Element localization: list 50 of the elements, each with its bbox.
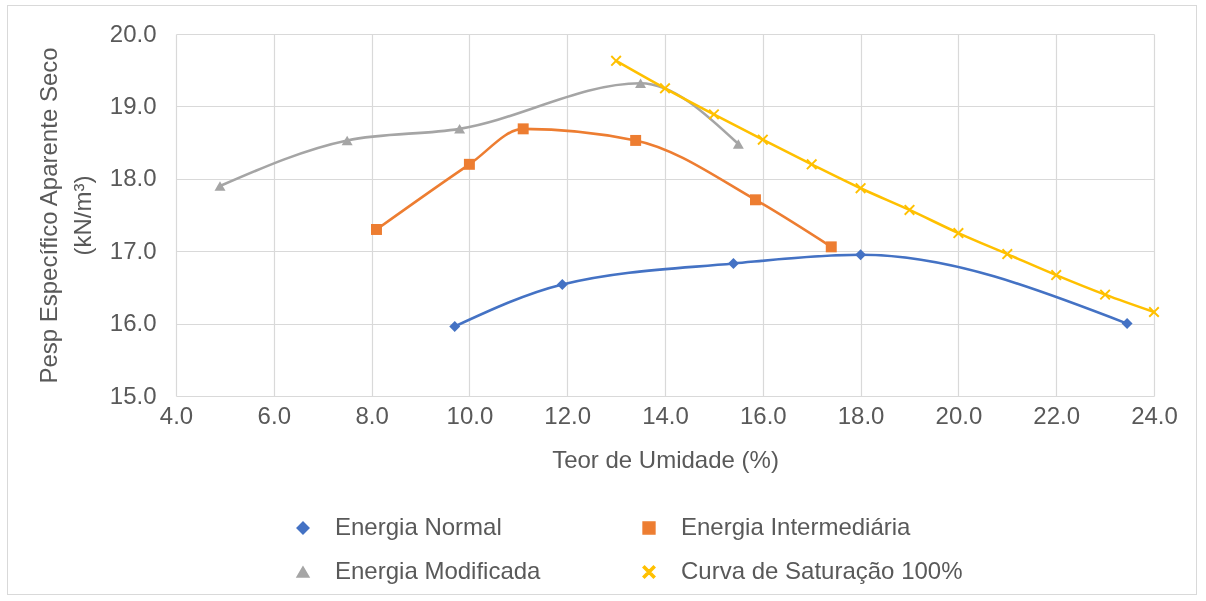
point [556, 279, 568, 290]
point [1099, 289, 1111, 301]
point [463, 158, 475, 170]
point [1148, 306, 1160, 318]
y-tick-label: 20.0 [109, 19, 157, 47]
point [749, 194, 761, 206]
point [371, 224, 382, 235]
y-tick-label: 17.0 [109, 236, 157, 264]
x-tick-label: 14.0 [642, 401, 689, 429]
x-tick-label: 18.0 [837, 401, 885, 429]
point [214, 181, 226, 191]
y-tick-label: 18.0 [109, 164, 157, 192]
point [454, 124, 466, 134]
y-tick-label: 16.0 [109, 309, 157, 337]
x-tick-label: 16.0 [739, 401, 787, 429]
point [855, 182, 867, 194]
point [1121, 318, 1133, 330]
point [610, 55, 622, 67]
point [449, 321, 461, 332]
point [806, 158, 818, 170]
point [1001, 248, 1013, 260]
x-tick-label: 6.0 [257, 401, 291, 429]
legend-label: Curva de Saturação 100% [681, 557, 963, 584]
y-tick-label: 19.0 [109, 91, 157, 119]
point [727, 258, 739, 269]
x-tick-label: 4.0 [159, 401, 194, 429]
x-tick-label: 12.0 [544, 401, 592, 429]
x-axis-title: Teor de Umidade (%) [552, 445, 779, 473]
legend-label: Energia Modificada [335, 557, 542, 584]
point [732, 139, 744, 149]
legend-label: Energia Intermediária [681, 513, 912, 540]
point [659, 82, 671, 94]
x-tick-label: 20.0 [935, 401, 983, 429]
point [1050, 269, 1062, 281]
point [341, 135, 353, 146]
point [630, 134, 642, 146]
point [757, 134, 769, 146]
point [635, 78, 647, 88]
x-tick-label: 10.0 [446, 401, 494, 429]
point [517, 123, 529, 135]
x-tick-label: 8.0 [355, 401, 389, 429]
point [825, 241, 837, 253]
y-tick-label: 15.0 [109, 381, 157, 409]
x-tick-label: 24.0 [1131, 401, 1178, 429]
point [708, 108, 720, 120]
legend-label: Energia Normal [335, 513, 502, 540]
point [952, 227, 964, 239]
y-axis-title: Pesp Específico Aparente Seco (kN/m³) [34, 47, 96, 384]
x-tick-label: 22.0 [1033, 401, 1081, 429]
point [855, 249, 867, 261]
